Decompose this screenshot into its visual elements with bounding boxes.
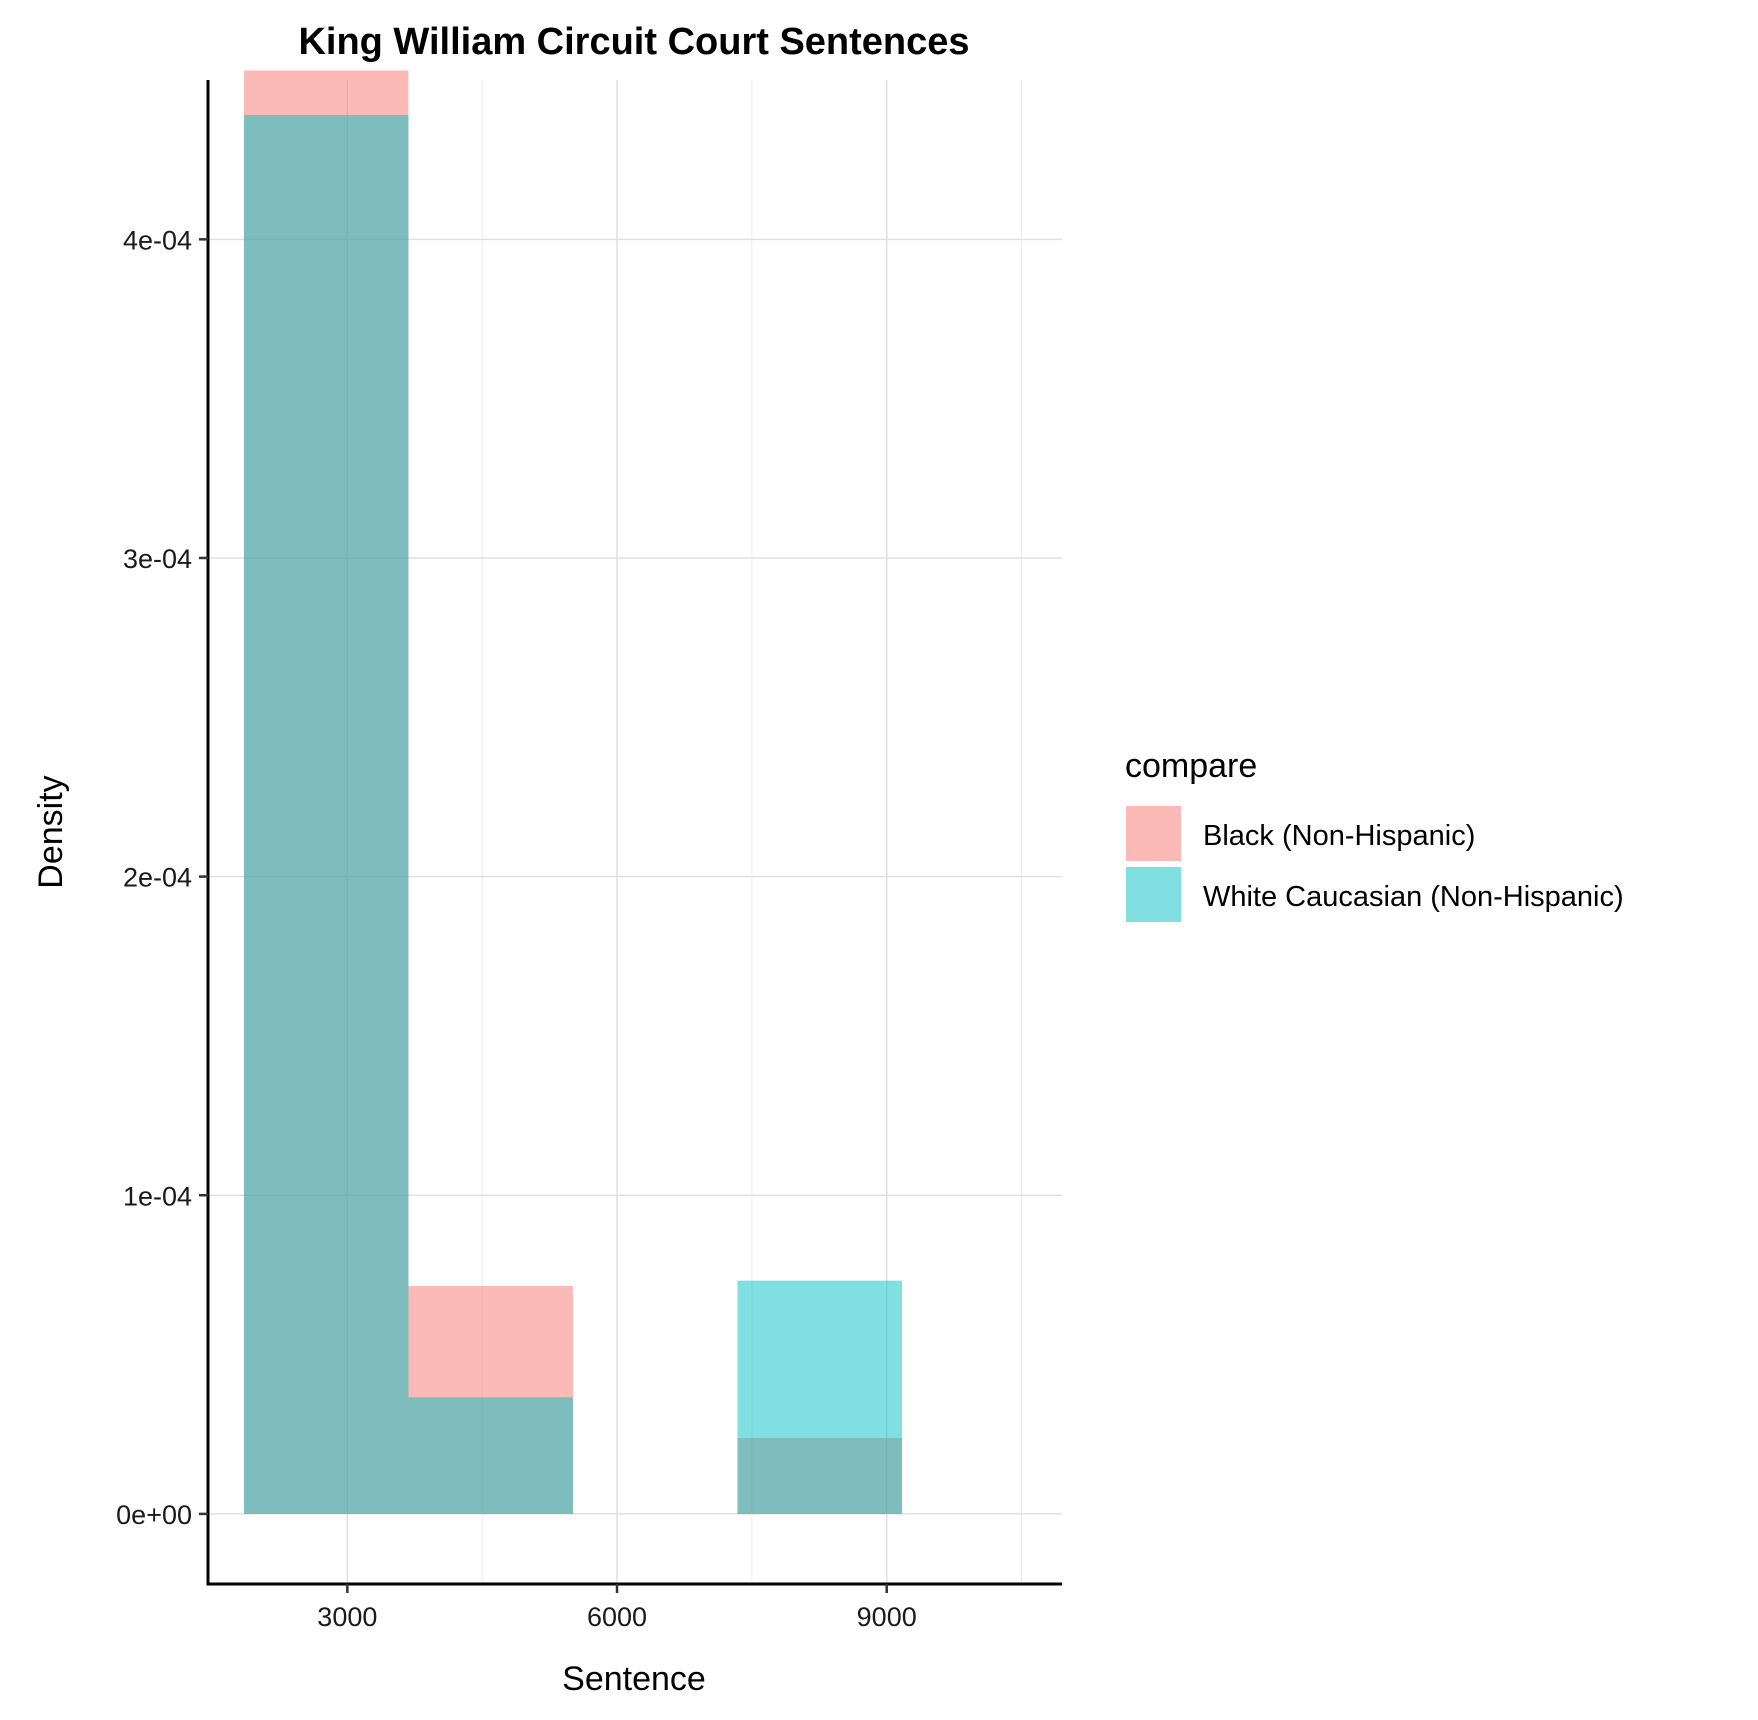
legend-label-black: Black (Non-Hispanic) [1203,820,1475,852]
y-axis-title: Density [32,775,70,888]
y-tick-label: 2e-04 [123,863,192,893]
x-axis-title: Sentence [562,1660,706,1698]
y-tick-label: 0e+00 [116,1500,192,1530]
legend: compare Black (Non-Hispanic) White Cauca… [1125,747,1624,922]
histogram-bar-white [243,115,409,1514]
axis-ticks: 3000 6000 9000 0e+00 1e-04 2e-04 3e-04 4e-04 [116,225,917,1632]
chart-title: King William Circuit Court Sentences [298,21,969,63]
x-tick-label: 3000 [317,1602,377,1632]
legend-title: compare [1125,747,1257,785]
legend-swatch-black [1126,806,1181,861]
y-tick-label: 1e-04 [123,1181,192,1211]
histogram-bar-white [737,1280,902,1514]
histogram-bar-white [408,1397,573,1514]
histogram-bars [243,70,902,1514]
x-tick-label: 9000 [857,1602,917,1632]
axes [206,80,1062,1586]
y-tick-label: 3e-04 [123,544,192,574]
legend-swatch-white [1126,867,1181,922]
x-tick-label: 6000 [587,1602,647,1632]
y-tick-label: 4e-04 [123,225,192,255]
legend-label-white: White Caucasian (Non-Hispanic) [1203,881,1624,913]
